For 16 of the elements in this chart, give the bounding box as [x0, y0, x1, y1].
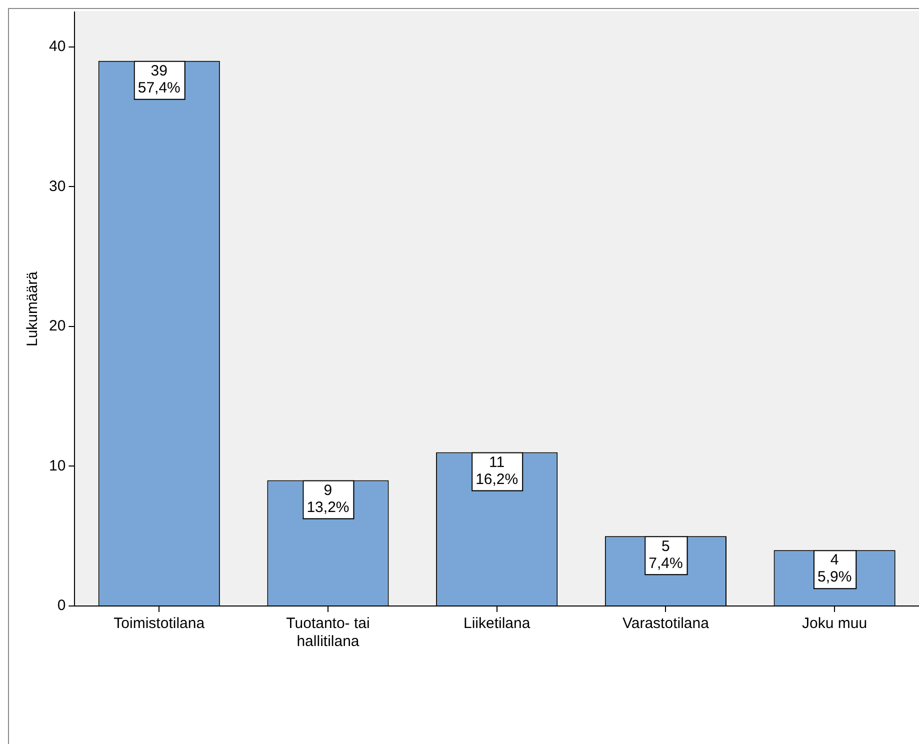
- x-tick-label: Liiketilana: [463, 615, 531, 632]
- x-tick-label: Joku muu: [802, 615, 868, 632]
- data-label: 4 5,9%: [817, 552, 852, 586]
- data-label: 5 7,4%: [648, 538, 683, 572]
- data-label: 9 13,2%: [306, 482, 350, 516]
- y-tick-label: 0: [57, 597, 66, 614]
- data-label: 39 57,4%: [138, 62, 180, 97]
- y-tick-label: 40: [48, 38, 66, 56]
- y-tick-label: 20: [48, 318, 66, 335]
- y-tick-label: 10: [48, 457, 66, 474]
- x-tick-label: Tuotanto- tai hallitilana: [286, 615, 370, 650]
- y-tick-label: 30: [48, 178, 66, 195]
- x-tick-label: Varastotilana: [622, 615, 710, 632]
- data-label: 11 16,2%: [476, 454, 518, 488]
- y-axis-title: Lukumäärä: [24, 270, 42, 347]
- x-tick-label: Toimistotilana: [114, 615, 206, 632]
